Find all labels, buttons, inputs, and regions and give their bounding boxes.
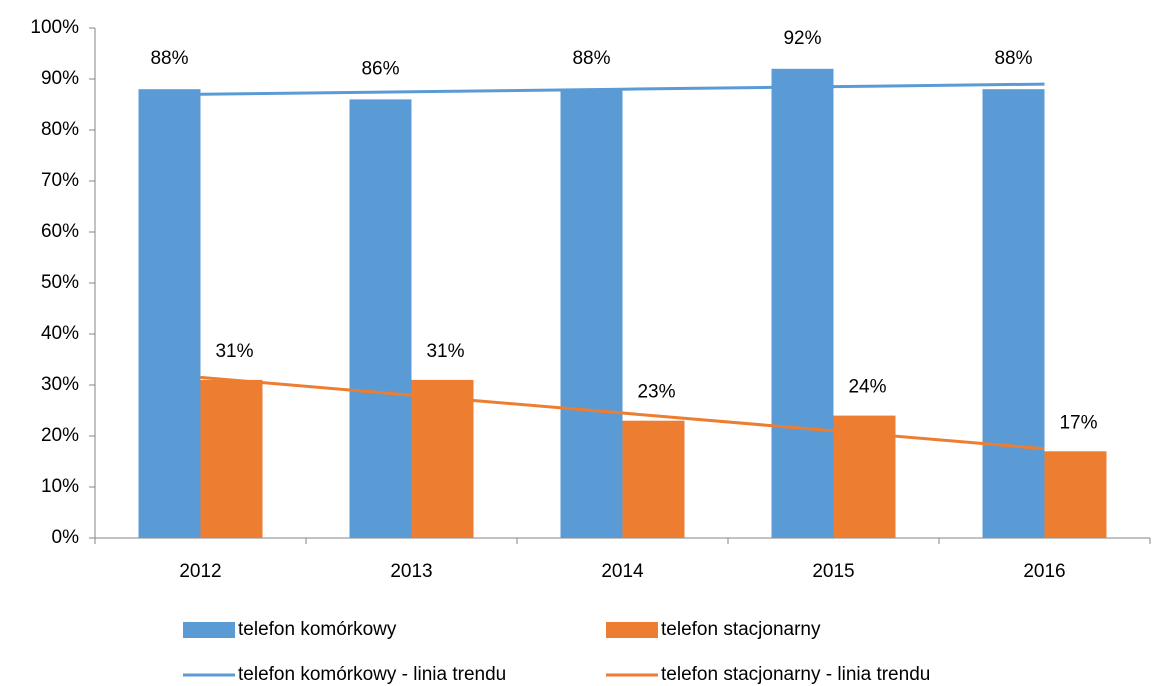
- legend-swatch: [606, 622, 658, 638]
- y-tick-label: 60%: [41, 221, 79, 242]
- data-label: 88%: [994, 48, 1032, 69]
- data-label: 86%: [361, 58, 399, 79]
- bar: [411, 379, 474, 538]
- y-tick-label: 0%: [52, 527, 80, 548]
- y-tick-label: 70%: [41, 170, 79, 191]
- y-tick-label: 40%: [41, 323, 79, 344]
- bar: [200, 379, 263, 538]
- y-tick-label: 80%: [41, 119, 79, 140]
- legend-label: telefon stacjonarny - linia trendu: [661, 664, 930, 685]
- data-label: 88%: [572, 48, 610, 69]
- x-tick-label: 2013: [390, 561, 432, 582]
- legend-swatch: [183, 622, 235, 638]
- x-tick-label: 2014: [601, 561, 644, 582]
- bar: [1044, 451, 1107, 538]
- legend-label: telefon stacjonarny: [661, 619, 821, 640]
- data-label: 17%: [1059, 412, 1097, 433]
- data-label: 23%: [637, 382, 675, 403]
- y-tick-label: 30%: [41, 374, 79, 395]
- data-label: 92%: [783, 28, 821, 49]
- x-tick-label: 2015: [812, 561, 854, 582]
- y-tick-label: 50%: [41, 272, 79, 293]
- data-label: 31%: [426, 341, 464, 362]
- bar: [622, 420, 685, 538]
- x-tick-label: 2012: [179, 561, 221, 582]
- y-tick-label: 90%: [41, 68, 79, 89]
- data-label: 24%: [848, 377, 886, 398]
- y-tick-label: 10%: [41, 476, 79, 497]
- y-tick-label: 100%: [30, 17, 79, 38]
- bar: [771, 68, 834, 539]
- legend-label: telefon komórkowy: [238, 619, 397, 640]
- bar: [138, 89, 201, 538]
- trend-line: [200, 82, 1045, 96]
- y-tick-label: 20%: [41, 425, 79, 446]
- legend-label: telefon komórkowy - linia trendu: [238, 664, 506, 685]
- bar: [349, 99, 412, 539]
- trend-line: [200, 375, 1045, 451]
- data-label: 88%: [150, 48, 188, 69]
- bar: [560, 89, 623, 538]
- x-tick-label: 2016: [1023, 561, 1065, 582]
- bar: [982, 89, 1045, 538]
- data-label: 31%: [215, 341, 253, 362]
